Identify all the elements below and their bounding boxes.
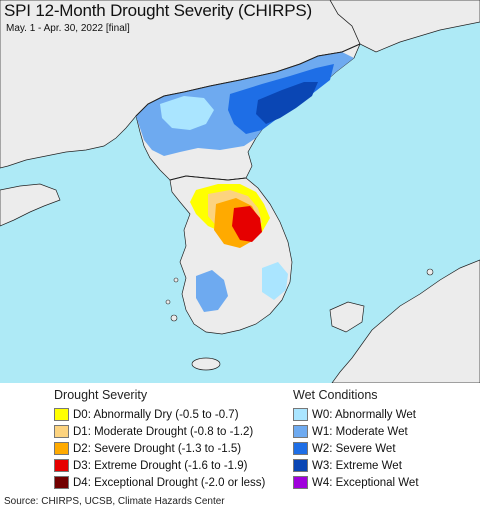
russia-land: [329, 0, 480, 53]
jeju-island: [191, 357, 221, 371]
legend-item-w1: W1: Moderate Wet: [293, 423, 419, 440]
legend-swatch: [54, 459, 69, 472]
legend-label: W1: Moderate Wet: [312, 425, 408, 438]
legend-swatch: [293, 442, 308, 455]
legend-swatch: [54, 425, 69, 438]
legend-swatch: [293, 425, 308, 438]
sk-wet-southeast: [262, 262, 288, 300]
legend-item-w2: W2: Severe Wet: [293, 440, 419, 457]
legend-item-w4: W4: Exceptional Wet: [293, 474, 419, 491]
legend-item-d1: D1: Moderate Drought (-0.8 to -1.2): [54, 423, 265, 440]
legend-swatch: [54, 408, 69, 421]
legend-label: W3: Extreme Wet: [312, 459, 402, 472]
legend-item-d2: D2: Severe Drought (-1.3 to -1.5): [54, 440, 265, 457]
legend-label: D3: Extreme Drought (-1.6 to -1.9): [73, 459, 248, 472]
wet-legend-heading: Wet Conditions: [293, 388, 378, 402]
map-subtitle: May. 1 - Apr. 30, 2022 [final]: [6, 23, 130, 34]
legend: Drought Severity D0: Abnormally Dry (-0.…: [0, 383, 480, 493]
sk-extreme-drought: [232, 206, 262, 242]
drought-legend-heading: Drought Severity: [54, 388, 148, 402]
dmz-border: [169, 175, 247, 181]
source-credit: Source: CHIRPS, UCSB, Climate Hazards Ce…: [4, 496, 225, 507]
legend-swatch: [293, 459, 308, 472]
legend-swatch: [54, 442, 69, 455]
island: [165, 299, 171, 305]
legend-label: D0: Abnormally Dry (-0.5 to -0.7): [73, 408, 239, 421]
legend-label: D2: Severe Drought (-1.3 to -1.5): [73, 442, 242, 455]
drought-legend: Drought Severity D0: Abnormally Dry (-0.…: [54, 388, 265, 491]
legend-swatch: [293, 408, 308, 421]
legend-item-d4: D4: Exceptional Drought (-2.0 or less): [54, 474, 265, 491]
nk-extreme-wet: [256, 82, 318, 124]
legend-item-d0: D0: Abnormally Dry (-0.5 to -0.7): [54, 406, 265, 423]
china-nk-border: [135, 43, 361, 117]
map-title: SPI 12-Month Drought Severity (CHIRPS): [4, 1, 312, 20]
island: [426, 268, 434, 276]
japan-land: [331, 259, 480, 383]
legend-swatch: [293, 476, 308, 489]
legend-label: W0: Abnormally Wet: [312, 408, 416, 421]
island: [173, 277, 179, 283]
island: [170, 314, 178, 322]
legend-item-d3: D3: Extreme Drought (-1.6 to -1.9): [54, 457, 265, 474]
legend-swatch: [54, 476, 69, 489]
china-shandong: [0, 183, 61, 227]
legend-label: W2: Severe Wet: [312, 442, 396, 455]
nk-abnormal-wet: [160, 96, 214, 130]
legend-item-w3: W3: Extreme Wet: [293, 457, 419, 474]
legend-item-w0: W0: Abnormally Wet: [293, 406, 419, 423]
sk-wet-south: [196, 270, 228, 312]
drought-map: [0, 0, 480, 383]
wet-legend: Wet Conditions W0: Abnormally Wet W1: Mo…: [293, 388, 419, 491]
legend-label: D4: Exceptional Drought (-2.0 or less): [73, 476, 266, 489]
legend-label: D1: Moderate Drought (-0.8 to -1.2): [73, 425, 254, 438]
japan-west: [329, 301, 365, 333]
legend-label: W4: Exceptional Wet: [312, 476, 419, 489]
